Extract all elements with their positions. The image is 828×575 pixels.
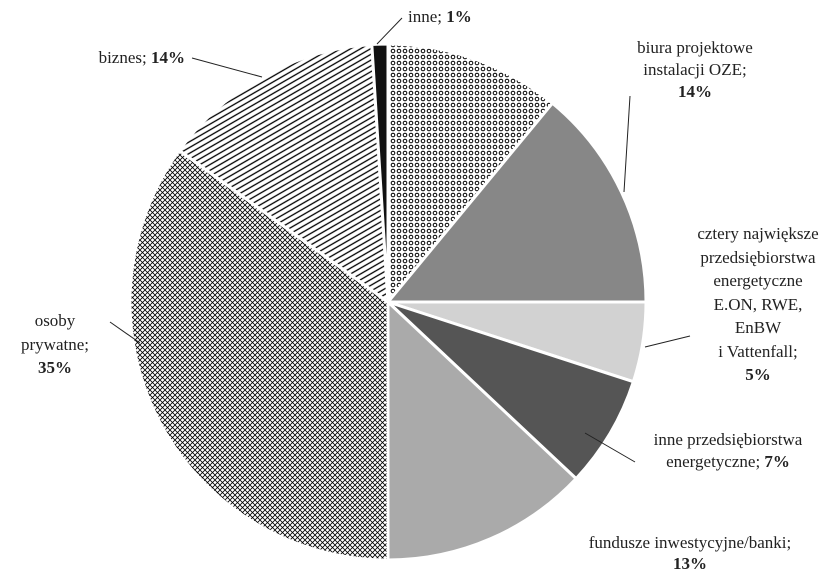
slices [128,42,648,562]
label-separator: ; [755,452,761,471]
value-label: 7% [764,452,790,471]
value-label: 14% [678,82,712,101]
pie-slice [128,148,390,562]
leader-line [584,432,636,463]
leader-line [623,95,631,193]
slice-label: cztery największe przedsiębiorstwa energ… [690,222,826,387]
pie-slice [177,42,390,306]
value-label: 1% [446,7,472,26]
value-label: 13% [673,554,707,573]
category-name: cztery największe przedsiębiorstwa energ… [697,224,819,361]
slice-label: osoby prywatne; 35% [5,309,105,380]
leader-line [644,335,691,348]
slice-label: biznes; 14% [20,47,185,69]
pie-slice [386,42,555,307]
leader-line [376,17,403,45]
value-label: 35% [38,358,72,377]
slice-label: inne; 1% [408,6,528,28]
pie-slice [370,42,390,303]
leader-line [109,321,141,344]
label-separator: ; [786,533,792,552]
category-name: fundusze inwestycyjne/banki [588,533,787,552]
pie-slice [386,298,579,562]
category-name: inne [408,7,438,26]
slice-label: fundusze inwestycyjne/banki; 13% [570,532,810,574]
category-name: inne przedsiębiorstwa energetyczne [653,430,803,471]
slice-label: biura projektowe instalacji OZE; 14% [595,37,795,103]
label-separator: ; [142,48,147,67]
value-label: 14% [151,48,185,67]
label-separator: ; [437,7,443,26]
label-separator: ; [793,341,798,361]
category-name: biura projektowe instalacji OZE [637,38,753,79]
category-name: osoby prywatne [21,311,85,354]
label-separator: ; [84,334,89,354]
slice-label: inne przedsiębiorstwa energetyczne; 7% [630,429,826,473]
category-name: biznes [98,48,143,67]
leader-line [191,57,263,78]
value-label: 5% [745,365,771,384]
pie-slice [384,101,648,304]
pie-slice [386,300,636,481]
label-separator: ; [741,60,747,79]
